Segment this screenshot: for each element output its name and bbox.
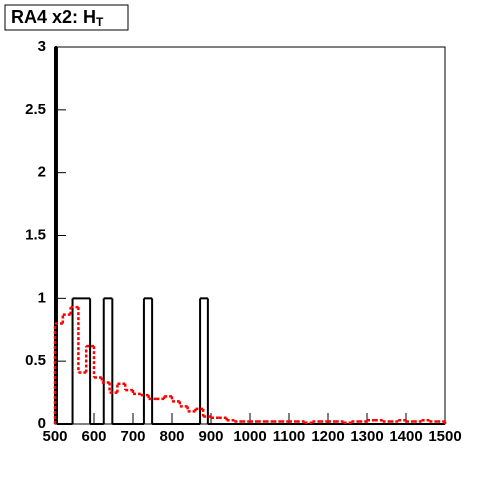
x-tick-label: 1100 bbox=[273, 428, 306, 445]
x-tick-label: 1300 bbox=[350, 428, 383, 445]
y-tick-label: 1 bbox=[38, 289, 46, 306]
title-box bbox=[4, 4, 129, 31]
y-tick-label: 2 bbox=[38, 164, 46, 181]
x-tick-label: 500 bbox=[42, 428, 67, 445]
y-tick-label: 1.5 bbox=[25, 226, 46, 243]
x-tick-label: 1000 bbox=[233, 428, 266, 445]
x-tick-label: 700 bbox=[120, 428, 145, 445]
title-subscript: T bbox=[96, 15, 104, 29]
y-tick-label: 0 bbox=[38, 415, 46, 432]
chart-title: RA4 x2: HT bbox=[11, 7, 104, 29]
x-tick-label: 1500 bbox=[428, 428, 461, 445]
x-tick-label: 1400 bbox=[389, 428, 422, 445]
x-tick-label: 800 bbox=[159, 428, 184, 445]
x-tick-label: 900 bbox=[198, 428, 223, 445]
y-tick-label: 2.5 bbox=[25, 101, 46, 118]
y-tick-label: 3 bbox=[38, 38, 46, 55]
y-tick-label: 0.5 bbox=[25, 352, 46, 369]
x-tick-label: 600 bbox=[81, 428, 106, 445]
x-tick-label: 1200 bbox=[311, 428, 344, 445]
title-main: RA4 x2: H bbox=[11, 7, 96, 27]
